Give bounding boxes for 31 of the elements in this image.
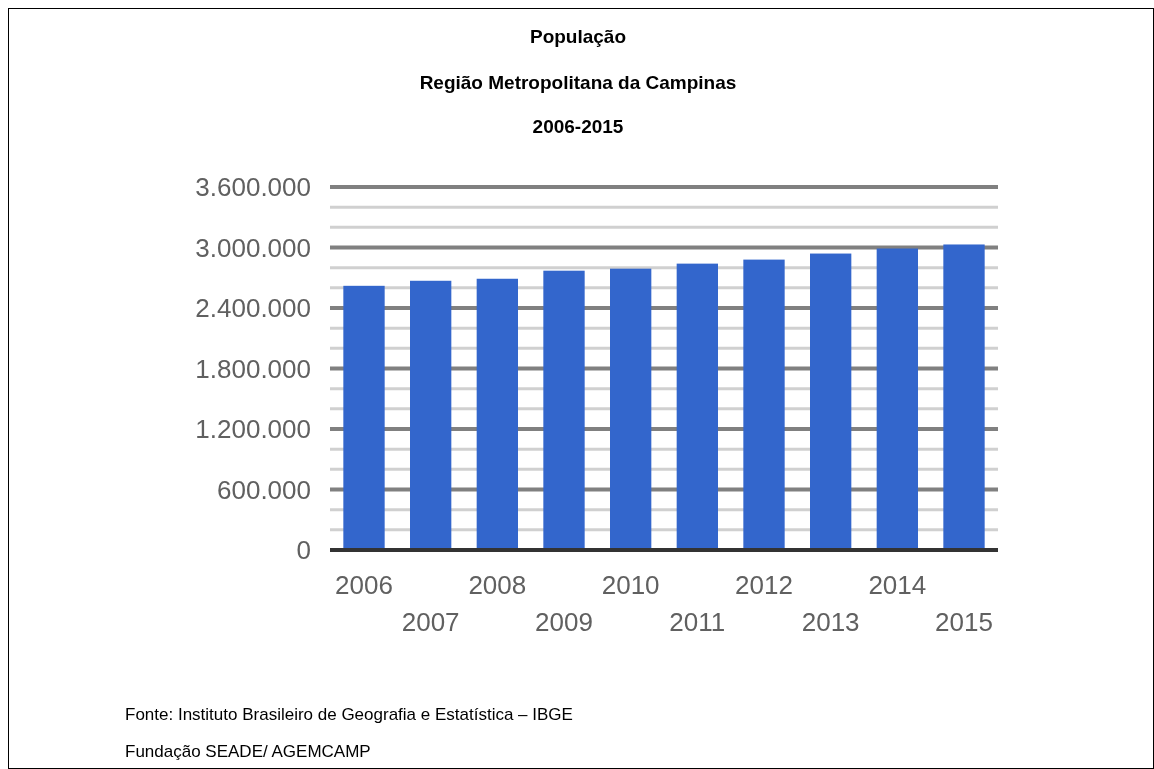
x-tick-label: 2006 [335,570,393,600]
x-tick-label: 2014 [868,570,927,600]
text: Região Metropolitana da Campinas 2006-2015 [419,72,737,137]
bar [876,248,918,550]
source-note: Fonte: Instituto Brasileiro de Geografia e Estatística – IBGE [125,705,573,724]
x-tick-label: 2013 [801,607,860,637]
y-tick-label: 600.000 [217,474,311,505]
bar [476,278,518,550]
y-tick-label: 0 [296,535,311,566]
x-tick-label: 2008 [468,570,527,600]
x-tick-label: 2010 [601,570,660,600]
bar [943,244,985,550]
text: Fundação SEADE/ AGEMCAMP [125,742,371,761]
bar [610,268,652,550]
x-tick-label: 2009 [535,607,593,637]
x-tick-label: 2015 [935,607,993,637]
y-tick-label: 3.000.000 [195,232,311,263]
y-tick-label: 1.200.000 [195,414,311,445]
x-tick-label: 2012 [735,570,793,600]
bar [343,285,385,550]
bar [543,270,585,550]
x-tick-label: 2007 [401,607,460,637]
bar [410,280,452,550]
chart-title: População [529,26,627,47]
bar [810,253,852,550]
bar [743,259,785,550]
y-tick-label: 2.400.000 [195,293,311,324]
y-tick-label: 1.800.000 [195,353,311,384]
x-tick-label: 2011 [669,607,726,637]
bar [676,263,718,550]
y-tick-label: 3.600.000 [195,172,311,203]
